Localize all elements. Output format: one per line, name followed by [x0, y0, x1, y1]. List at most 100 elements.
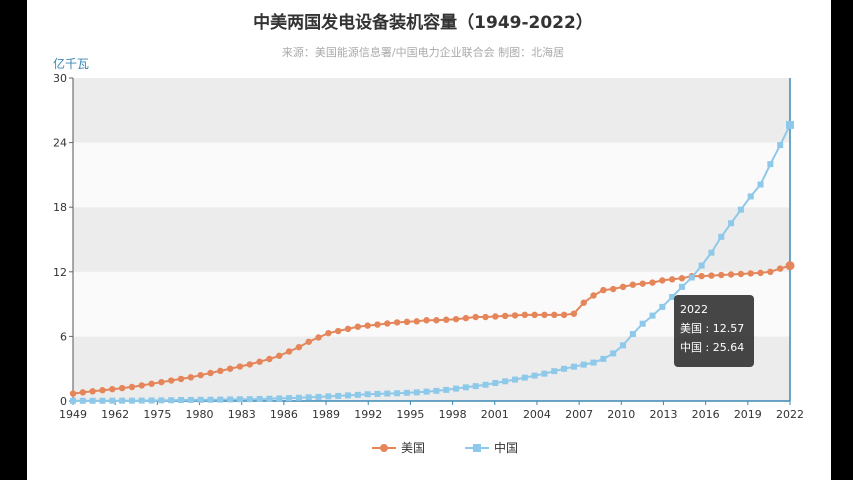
data-point[interactable]: [777, 142, 784, 149]
data-point[interactable]: [236, 363, 244, 370]
data-point[interactable]: [767, 161, 774, 168]
data-point[interactable]: [246, 361, 253, 368]
data-point[interactable]: [561, 365, 568, 372]
data-point[interactable]: [423, 317, 430, 324]
data-point[interactable]: [492, 313, 499, 320]
data-point[interactable]: [580, 299, 587, 306]
data-point[interactable]: [89, 388, 96, 395]
data-point[interactable]: [472, 313, 479, 321]
data-point[interactable]: [197, 371, 204, 379]
data-point[interactable]: [727, 271, 735, 278]
data-point[interactable]: [325, 393, 332, 400]
data-point[interactable]: [335, 392, 342, 399]
data-point[interactable]: [295, 343, 303, 351]
data-point[interactable]: [403, 318, 411, 326]
data-point[interactable]: [521, 374, 528, 381]
data-point[interactable]: [384, 320, 391, 327]
data-point[interactable]: [462, 384, 469, 391]
data-point[interactable]: [453, 385, 460, 392]
data-point[interactable]: [197, 396, 204, 403]
data-point[interactable]: [207, 396, 214, 403]
data-point[interactable]: [619, 283, 627, 291]
data-point[interactable]: [364, 322, 371, 329]
data-point[interactable]: [580, 361, 587, 368]
data-point[interactable]: [187, 374, 195, 381]
data-point[interactable]: [776, 265, 784, 272]
data-point[interactable]: [364, 391, 371, 398]
data-point[interactable]: [286, 395, 293, 402]
data-point[interactable]: [747, 193, 754, 200]
data-point[interactable]: [708, 249, 715, 256]
data-point[interactable]: [502, 378, 509, 385]
data-point[interactable]: [70, 397, 76, 404]
data-point[interactable]: [118, 384, 126, 392]
data-point[interactable]: [718, 233, 725, 240]
data-point[interactable]: [600, 355, 607, 362]
data-point[interactable]: [99, 387, 106, 394]
data-point[interactable]: [344, 325, 352, 333]
data-point[interactable]: [620, 342, 627, 349]
data-point[interactable]: [354, 391, 361, 398]
data-point[interactable]: [276, 395, 283, 402]
data-point[interactable]: [246, 396, 253, 403]
data-point[interactable]: [688, 274, 695, 281]
data-point[interactable]: [501, 312, 509, 320]
data-point[interactable]: [511, 312, 519, 319]
data-point[interactable]: [394, 390, 401, 397]
data-point[interactable]: [158, 378, 165, 386]
data-point[interactable]: [227, 396, 234, 403]
data-point[interactable]: [610, 285, 617, 293]
data-point[interactable]: [433, 387, 440, 394]
data-point[interactable]: [119, 397, 126, 404]
data-point[interactable]: [138, 382, 145, 389]
data-point[interactable]: [295, 394, 302, 401]
data-point[interactable]: [334, 327, 342, 335]
data-point[interactable]: [109, 397, 116, 404]
data-point[interactable]: [433, 317, 440, 324]
data-point[interactable]: [786, 120, 794, 129]
data-point[interactable]: [698, 272, 705, 280]
data-point[interactable]: [531, 372, 538, 379]
data-point[interactable]: [69, 390, 77, 397]
data-point[interactable]: [168, 377, 175, 384]
data-point[interactable]: [639, 320, 646, 327]
data-point[interactable]: [482, 313, 489, 321]
data-point[interactable]: [305, 394, 312, 401]
data-point[interactable]: [413, 389, 420, 396]
data-point[interactable]: [128, 397, 135, 404]
data-point[interactable]: [266, 355, 273, 363]
data-point[interactable]: [629, 331, 636, 338]
data-point[interactable]: [600, 286, 607, 294]
data-point[interactable]: [737, 270, 745, 278]
data-point[interactable]: [403, 389, 410, 396]
data-point[interactable]: [354, 323, 362, 330]
data-point[interactable]: [413, 318, 420, 325]
data-point[interactable]: [560, 311, 568, 319]
data-point[interactable]: [217, 367, 224, 375]
data-point[interactable]: [551, 311, 558, 319]
data-point[interactable]: [757, 269, 764, 277]
data-point[interactable]: [177, 375, 185, 383]
data-point[interactable]: [747, 270, 754, 277]
data-point[interactable]: [521, 311, 529, 319]
data-point[interactable]: [305, 338, 312, 345]
data-point[interactable]: [128, 383, 136, 391]
data-point[interactable]: [570, 310, 578, 317]
data-point[interactable]: [187, 396, 194, 403]
data-point[interactable]: [590, 292, 597, 299]
data-point[interactable]: [315, 334, 322, 341]
data-point[interactable]: [570, 363, 577, 370]
data-point[interactable]: [99, 397, 106, 404]
data-point[interactable]: [649, 279, 656, 286]
data-point[interactable]: [678, 275, 686, 282]
data-point[interactable]: [148, 380, 155, 387]
data-point[interactable]: [718, 271, 725, 279]
data-point[interactable]: [285, 348, 293, 355]
data-point[interactable]: [639, 280, 646, 287]
data-point[interactable]: [393, 319, 401, 326]
data-point[interactable]: [757, 181, 764, 188]
data-point[interactable]: [226, 365, 234, 372]
data-point[interactable]: [178, 397, 185, 404]
data-point[interactable]: [541, 311, 548, 319]
data-point[interactable]: [649, 312, 656, 319]
